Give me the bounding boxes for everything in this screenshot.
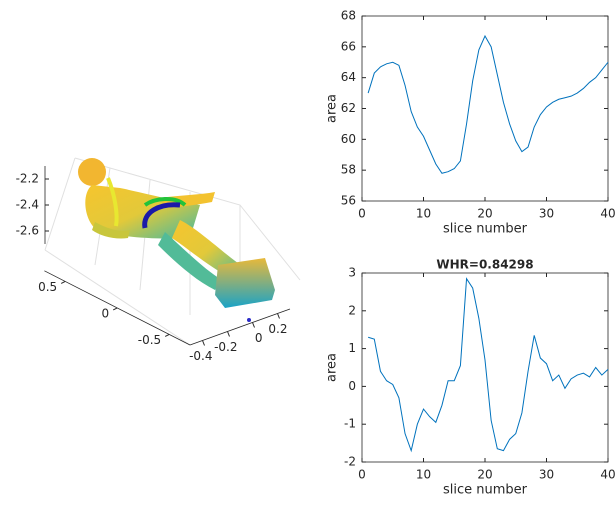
figure: 56586062646668010203040slice numberarea-… (0, 0, 616, 502)
x-tick-label: 0 (358, 207, 366, 221)
x-tick (203, 341, 205, 346)
x-tick-label: 0 (255, 331, 263, 345)
x-tick-label: 30 (539, 468, 554, 482)
y-tick-label: 2 (348, 303, 356, 317)
x-tick (278, 314, 280, 319)
y-tick (61, 281, 65, 283)
x-tick-label: 0 (358, 468, 366, 482)
axes-box (362, 16, 608, 201)
x-tick-label: -0.4 (189, 349, 212, 363)
y-tick-label: 58 (341, 163, 356, 177)
x-tick-label: 40 (600, 207, 615, 221)
y-tick-label: 1 (348, 341, 356, 355)
x-tick (228, 332, 230, 337)
x-tick-label: 10 (416, 207, 431, 221)
x-tick-label: 0.2 (268, 322, 287, 336)
y-tick-label: 60 (341, 132, 356, 146)
y-tick-label: 66 (341, 39, 356, 53)
y-axis-label: area (325, 94, 340, 123)
x-tick-label: 20 (477, 468, 492, 482)
x-axis-label: slice number (443, 222, 528, 237)
x-tick-label: 40 (600, 468, 615, 482)
x-tick-label: 20 (477, 207, 492, 221)
y-tick-label: 0.5 (38, 280, 57, 294)
axes-box (362, 273, 608, 462)
chart-title: WHR=0.84298 (436, 258, 533, 272)
y-tick-label: 68 (341, 9, 356, 23)
y-tick-label: -0.5 (138, 333, 161, 347)
y-tick-label: -2 (344, 455, 356, 469)
y-tick-label: 62 (341, 101, 356, 115)
x-tick (253, 323, 255, 328)
y-tick-label: 64 (341, 70, 356, 84)
z-tick-label: -2.2 (16, 172, 39, 186)
y-tick-label: 3 (348, 266, 356, 280)
y-tick (165, 334, 169, 336)
x-axis-label: slice number (443, 483, 528, 498)
y-tick-label: 0 (102, 306, 110, 320)
y-tick-label: 0 (348, 379, 356, 393)
z-tick-label: -2.4 (16, 198, 39, 212)
z-tick-label: -2.6 (16, 224, 39, 238)
y-tick-label: 56 (341, 194, 356, 208)
y-axis (44, 271, 190, 345)
y-axis-label: area (325, 353, 340, 382)
x-tick-label: -0.2 (214, 340, 237, 354)
x-tick-label: 30 (539, 207, 554, 221)
y-tick (113, 308, 117, 310)
y-tick-label: -1 (344, 417, 356, 431)
x-tick-label: 10 (416, 468, 431, 482)
